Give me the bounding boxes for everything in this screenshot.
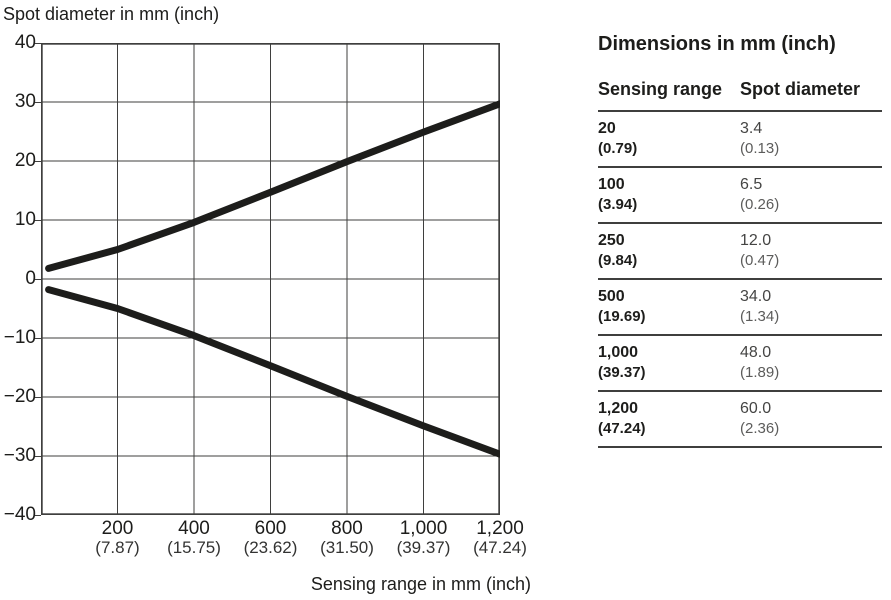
x-tick-label: 400 (15.75): [149, 519, 239, 557]
y-tick-mark: [35, 396, 41, 398]
spot-diameter-cell: 12.0 (0.47): [740, 231, 779, 270]
sensing-range-cell: 20 (0.79): [598, 119, 740, 158]
y-tick-label: −10: [3, 327, 36, 348]
table-rows: 20 (0.79) 3.4 (0.13) 100 (3.94) 6.5 (0.26) 250 (9…: [598, 112, 882, 448]
table-row: 1,200 (47.24) 60.0 (2.36): [598, 392, 882, 448]
curve-upper-boundary: [45, 100, 504, 272]
y-tick-label: 20: [14, 150, 36, 171]
y-tick-mark: [35, 160, 41, 162]
spot-diameter-cell: 48.0 (1.89): [740, 343, 779, 382]
spot-mm-value: 34.0: [740, 288, 772, 305]
sensing-range-cell: 250 (9.84): [598, 231, 740, 270]
curve-lower-boundary: [45, 286, 504, 458]
table-row: 250 (9.84) 12.0 (0.47): [598, 224, 882, 280]
range-inch-value: (9.84): [598, 252, 638, 269]
range-mm-value: 20: [598, 120, 616, 137]
sensing-range-cell: 1,200 (47.24): [598, 399, 740, 438]
table-row: 20 (0.79) 3.4 (0.13): [598, 112, 882, 168]
spot-diameter-cell: 60.0 (2.36): [740, 399, 779, 438]
y-tick-mark: [35, 514, 41, 516]
table-row: 1,000 (39.37) 48.0 (1.89): [598, 336, 882, 392]
y-tick-mark: [35, 101, 41, 103]
x-tick-mm-value: 200: [101, 518, 134, 539]
x-axis-title: Sensing range in mm (inch): [310, 574, 531, 594]
range-inch-value: (39.37): [598, 364, 646, 381]
sensing-range-cell: 500 (19.69): [598, 287, 740, 326]
x-tick-inch-value: (7.87): [95, 538, 140, 557]
spot-inch-value: (0.13): [740, 140, 780, 157]
y-tick-mark: [35, 278, 41, 280]
range-inch-value: (3.94): [598, 196, 638, 213]
y-tick-label: 30: [14, 91, 36, 112]
plot-border: [41, 43, 500, 515]
y-tick-mark: [35, 455, 41, 457]
y-tick-label: 0: [25, 268, 36, 289]
x-tick-label: 1,000 (39.37): [379, 519, 469, 557]
plot-area: [41, 43, 504, 515]
y-tick-mark: [35, 42, 41, 44]
plot-svg: [41, 43, 504, 515]
x-tick-inch-value: (31.50): [320, 538, 374, 557]
table-row: 500 (19.69) 34.0 (1.34): [598, 280, 882, 336]
y-tick-label: −20: [3, 386, 36, 407]
column-header-sensing-range: Sensing range: [598, 79, 723, 99]
x-tick-inch-value: (47.24): [473, 538, 527, 557]
range-mm-value: 1,000: [598, 344, 639, 361]
range-mm-value: 250: [598, 232, 625, 249]
x-tick-label: 600 (23.62): [226, 519, 316, 557]
range-mm-value: 1,200: [598, 400, 639, 417]
table-row: 100 (3.94) 6.5 (0.26): [598, 168, 882, 224]
x-tick-label: 200 (7.87): [73, 519, 163, 557]
x-tick-inch-value: (39.37): [396, 538, 451, 557]
x-tick-label: 1,200 (47.24): [455, 519, 545, 557]
range-mm-value: 500: [598, 288, 625, 305]
range-mm-value: 100: [598, 176, 625, 193]
spot-diameter-cell: 3.4 (0.13): [740, 119, 779, 158]
range-inch-value: (19.69): [598, 308, 646, 325]
spot-inch-value: (0.47): [740, 252, 780, 269]
table-header-row: Sensing range Spot diameter: [598, 79, 882, 112]
x-tick-mm-value: 400: [178, 518, 210, 539]
spot-inch-value: (0.26): [740, 196, 780, 213]
y-tick-mark: [35, 337, 41, 339]
column-header-spot-diameter: Spot diameter: [740, 79, 861, 99]
x-tick-mm-value: 1,000: [399, 518, 448, 539]
spot-diameter-cell: 34.0 (1.34): [740, 287, 779, 326]
spot-inch-value: (2.36): [740, 420, 780, 437]
spot-mm-value: 48.0: [740, 344, 772, 361]
x-tick-label: 800 (31.50): [302, 519, 392, 557]
spot-mm-value: 6.5: [740, 176, 763, 193]
x-tick-inch-value: (23.62): [243, 538, 298, 557]
x-tick-mm-value: 800: [331, 518, 363, 539]
x-tick-mm-value: 600: [254, 518, 287, 539]
chart-title: Spot diameter in mm (inch): [3, 4, 220, 24]
y-tick-label: −30: [3, 445, 36, 466]
range-inch-value: (47.24): [598, 420, 646, 437]
spot-diameter-cell: 6.5 (0.26): [740, 175, 779, 214]
x-tick-inch-value: (15.75): [167, 538, 221, 557]
y-tick-label: 10: [14, 209, 36, 230]
y-tick-label: 40: [14, 32, 36, 53]
spot-mm-value: 3.4: [740, 120, 763, 137]
sensing-range-cell: 1,000 (39.37): [598, 343, 740, 382]
y-tick-label: −40: [3, 504, 36, 525]
spot-mm-value: 60.0: [740, 400, 772, 417]
sensing-range-cell: 100 (3.94): [598, 175, 740, 214]
table-title: Dimensions in mm (inch): [598, 33, 836, 55]
spot-mm-value: 12.0: [740, 232, 772, 249]
spot-inch-value: (1.89): [740, 364, 780, 381]
y-tick-mark: [35, 219, 41, 221]
x-tick-mm-value: 1,200: [476, 518, 524, 539]
range-inch-value: (0.79): [598, 140, 638, 157]
dimensions-table: Dimensions in mm (inch) Sensing range Sp…: [598, 33, 882, 448]
spot-inch-value: (1.34): [740, 308, 780, 325]
